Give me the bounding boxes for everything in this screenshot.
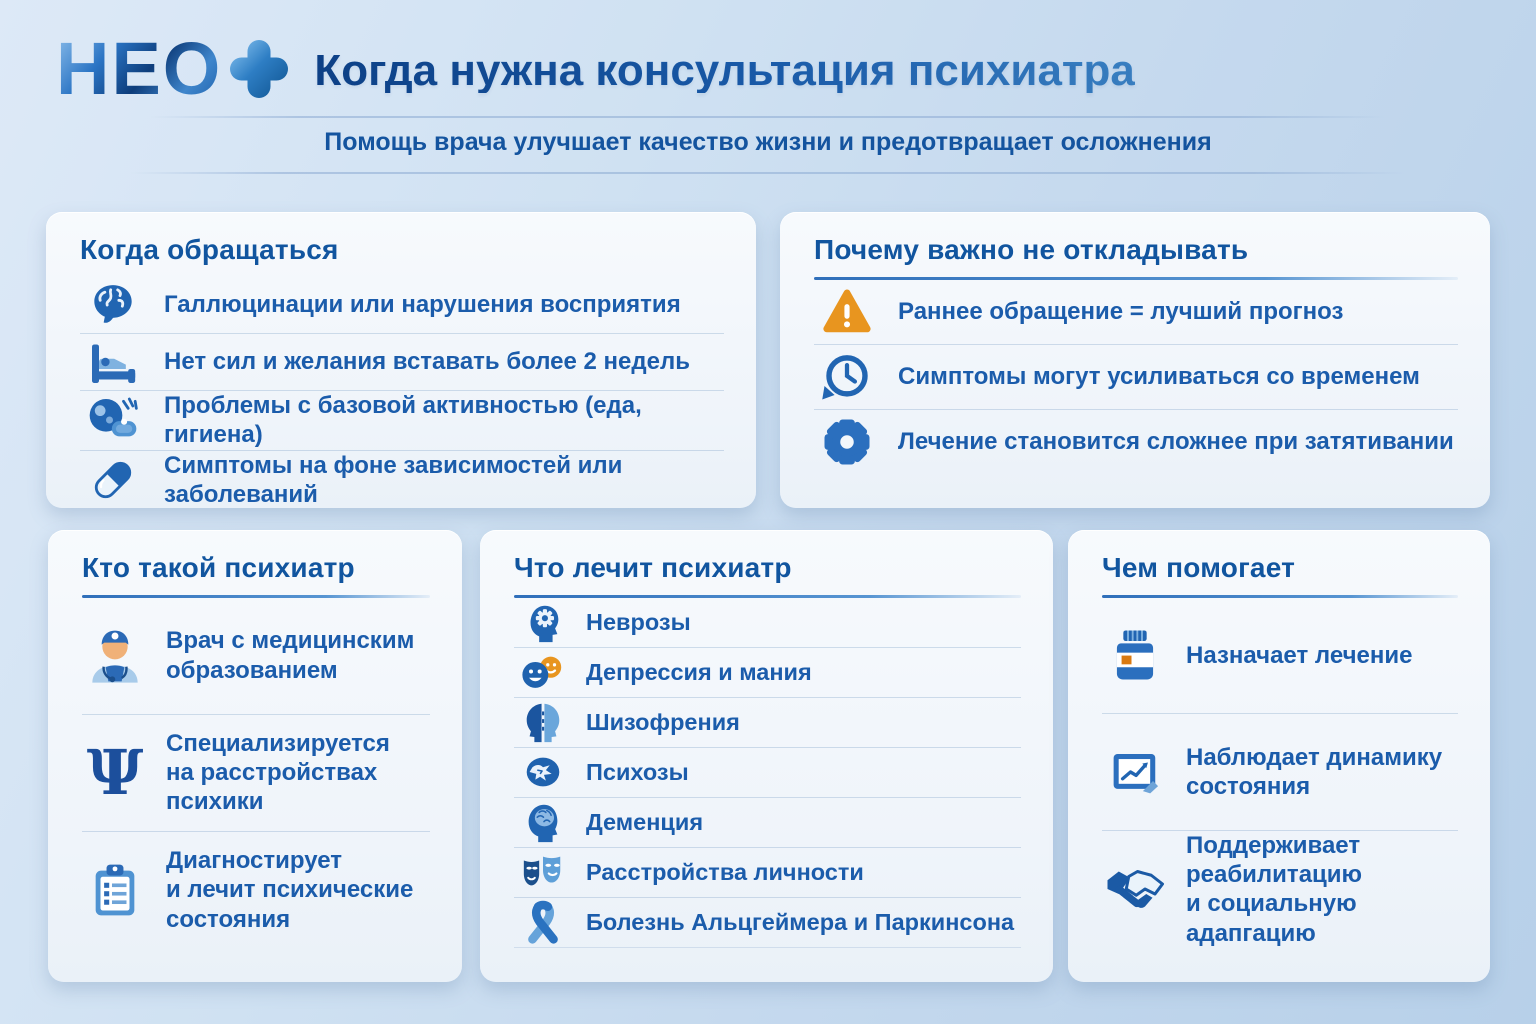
pill-bottle-icon — [1102, 627, 1168, 683]
card-when-to-seek-help: Когда обращаться Галлюцинации или наруше… — [46, 212, 756, 508]
list-item: Назначает лечение — [1102, 598, 1458, 715]
item-text: Наблюдает динамику состояния — [1186, 743, 1443, 801]
card-title-underline — [82, 595, 430, 598]
logo-text: НЕО — [56, 27, 223, 110]
item-text: Врач с медицинским образованием — [166, 627, 415, 684]
card-title: Почему важно не откладывать — [814, 234, 1249, 265]
list-item: Симптомы на фоне зависимостей или заболе… — [80, 451, 724, 510]
card-why-not-delay: Почему важно не откладывать Раннее обращ… — [780, 212, 1490, 508]
item-text: Лечение становится сложнее при затятиван… — [898, 428, 1454, 456]
list-item: Галлюцинации или нарушения восприятия — [80, 277, 724, 334]
masks-icon — [514, 849, 572, 895]
item-text: Психозы — [586, 758, 689, 785]
item-text: Проблемы с базовой активностью (еда, гиг… — [164, 392, 642, 449]
card-title: Чем помогает — [1102, 552, 1296, 583]
item-text: Поддерживает реабилитацию и социальную а… — [1186, 831, 1363, 947]
warning-icon — [814, 285, 880, 339]
item-text: Назначает лечение — [1186, 641, 1413, 669]
list-item: Депрессия и мания — [514, 648, 1021, 698]
item-text: Болезнь Альцгеймера и Паркинсона — [586, 909, 1015, 936]
item-text: Деменция — [586, 809, 704, 836]
item-text: Симптомы на фоне зависимостей или заболе… — [164, 451, 623, 508]
item-text: Шизофрения — [586, 708, 740, 735]
list-item: Раннее обращение = лучший прогноз — [814, 280, 1458, 345]
list-item: Поддерживает реабилитацию и социальную а… — [1102, 831, 1458, 948]
item-text: Симптомы могут усиливаться со временем — [898, 363, 1420, 391]
list-item: Симптомы могут усиливаться со временем — [814, 345, 1458, 410]
list-item: Шизофрения — [514, 698, 1021, 748]
list-item: Диагностирует и лечит психические состоя… — [82, 832, 430, 948]
ribbon-icon — [514, 900, 572, 946]
list-item: Деменция — [514, 798, 1021, 848]
chart-icon — [1102, 745, 1168, 799]
brain-crack-icon — [514, 749, 572, 795]
item-text: Нет сил и желания вставать более 2 недел… — [164, 348, 690, 376]
header-divider-bottom — [130, 172, 1406, 174]
logo-plus-icon — [230, 40, 288, 98]
card-title-underline — [1102, 595, 1458, 598]
list-item: Психозы — [514, 748, 1021, 798]
list-item: Неврозы — [514, 598, 1021, 648]
head-brain-icon — [514, 799, 572, 845]
clipboard-icon — [82, 861, 148, 919]
card-title: Что лечит психиатр — [514, 552, 792, 583]
card-title: Когда обращаться — [80, 234, 339, 265]
clock-icon — [814, 350, 880, 404]
faces-icon — [514, 649, 572, 695]
item-text: Неврозы — [586, 608, 691, 635]
item-text: Расстройства личности — [586, 859, 864, 886]
handshake-icon — [1102, 859, 1168, 919]
list-item: Ψ Специализируется на расстройствах псих… — [82, 715, 430, 832]
page-title: Когда нужна консультация психиатра — [314, 46, 1135, 95]
list-item: Врач с медицинским образованием — [82, 598, 430, 715]
gear-icon — [814, 415, 880, 469]
head-gear-icon — [514, 599, 572, 645]
card-title-underline — [814, 277, 1458, 280]
pill-icon — [80, 452, 146, 508]
meal-icon — [80, 392, 146, 448]
list-item: Расстройства личности — [514, 848, 1021, 898]
header: НЕО Когда нужна консультация психиатра — [56, 26, 1490, 112]
card-who-is-psychiatrist: Кто такой психиатр — [48, 530, 462, 982]
brain-icon — [80, 277, 146, 333]
header-divider-top — [150, 116, 1386, 118]
psi-icon: Ψ — [82, 735, 148, 809]
card-how-helps: Чем помогает — [1068, 530, 1490, 982]
card-title: Кто такой психиатр — [82, 552, 355, 583]
list-item: Нет сил и желания вставать более 2 недел… — [80, 334, 724, 391]
item-text: Диагностирует и лечит психические состоя… — [166, 847, 414, 933]
item-text: Галлюцинации или нарушения восприятия — [164, 291, 681, 319]
split-head-icon — [514, 699, 572, 745]
doctor-icon — [82, 624, 148, 688]
psi-glyph: Ψ — [86, 735, 144, 809]
bed-icon — [80, 334, 146, 390]
card-what-psychiatrist-treats: Что лечит психиатр — [480, 530, 1053, 982]
list-item: Болезнь Альцгеймера и Паркинсона — [514, 898, 1021, 949]
page-subtitle: Помощь врача улучшает качество жизни и п… — [324, 128, 1212, 156]
item-text: Специализируется на расстройствах психик… — [166, 729, 390, 816]
list-item: Проблемы с базовой активностью (еда, гиг… — [80, 391, 724, 451]
item-text: Раннее обращение = лучший прогноз — [898, 297, 1344, 325]
list-item: Наблюдает динамику состояния — [1102, 714, 1458, 831]
card-title-underline — [514, 595, 1021, 598]
neo-plus-logo: НЕО — [56, 32, 288, 106]
item-text: Депрессия и мания — [586, 658, 812, 685]
list-item: Лечение становится сложнее при затятиван… — [814, 410, 1458, 474]
